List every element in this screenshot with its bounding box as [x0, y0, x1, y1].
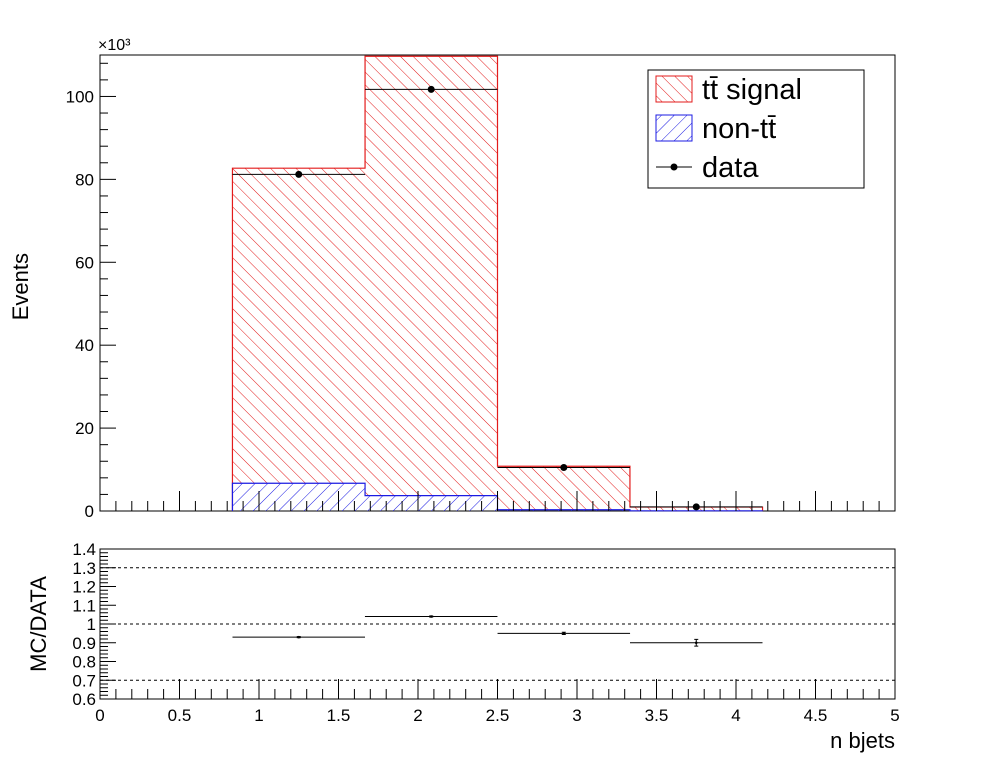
- y-tick-label: 60: [75, 253, 94, 272]
- y-tick-label: 20: [75, 419, 94, 438]
- legend-label-0: tt̄ signal: [702, 74, 802, 106]
- background-bar-0: [232, 483, 365, 511]
- ratio-y-axis-label: MC/DATA: [26, 576, 51, 672]
- ratio-point-2: [563, 632, 566, 635]
- x-tick-label: 3.5: [645, 706, 669, 725]
- ratio-y-tick-label: 1.3: [72, 559, 96, 578]
- y-axis-label: Events: [8, 253, 33, 320]
- background-bar-1: [365, 496, 497, 511]
- data-point-3: [693, 503, 700, 510]
- legend-label-2: data: [702, 152, 759, 184]
- x-tick-label: 1: [254, 706, 263, 725]
- x-tick-label: 5: [890, 706, 899, 725]
- x-tick-label: 4: [731, 706, 740, 725]
- x-tick-label: 3: [572, 706, 581, 725]
- legend-swatch-1: [656, 115, 692, 141]
- y-tick-label: 40: [75, 336, 94, 355]
- x-tick-label: 0: [95, 706, 104, 725]
- ratio-point-3: [695, 641, 698, 644]
- legend-swatch-0: [656, 76, 692, 102]
- signal-bar-1: [365, 56, 497, 495]
- x-axis-label: n bjets: [830, 728, 895, 753]
- y-tick-label: 100: [66, 87, 94, 106]
- ratio-point-1: [430, 615, 433, 618]
- y-tick-label: 0: [85, 502, 94, 521]
- x-tick-label: 0.5: [168, 706, 192, 725]
- x-tick-label: 2.5: [486, 706, 510, 725]
- signal-bar-2: [498, 466, 630, 510]
- signal-bar-0: [232, 168, 365, 483]
- legend-marker-dot: [671, 164, 678, 171]
- ratio-y-tick-label: 1: [87, 615, 96, 634]
- x-tick-label: 1.5: [327, 706, 351, 725]
- x-tick-label: 4.5: [804, 706, 828, 725]
- data-point-0: [295, 171, 302, 178]
- ratio-y-tick-label: 0.9: [72, 634, 96, 653]
- legend: tt̄ signal non-tt̄ data: [648, 70, 864, 188]
- ratio-y-tick-label: 1.2: [72, 578, 96, 597]
- ratio-y-tick-label: 0.7: [72, 671, 96, 690]
- ratio-y-tick-label: 0.6: [72, 690, 96, 709]
- y-tick-label: 80: [75, 170, 94, 189]
- data-point-2: [560, 464, 567, 471]
- y-multiplier: ×10³: [98, 37, 131, 54]
- ratio-point-0: [297, 636, 300, 639]
- x-tick-label: 2: [413, 706, 422, 725]
- ratio-y-tick-label: 1.4: [72, 540, 96, 559]
- legend-label-1: non-tt̄: [702, 113, 776, 145]
- data-point-1: [428, 86, 435, 93]
- ratio-y-tick-label: 0.8: [72, 653, 96, 672]
- ratio-y-tick-label: 1.1: [72, 596, 96, 615]
